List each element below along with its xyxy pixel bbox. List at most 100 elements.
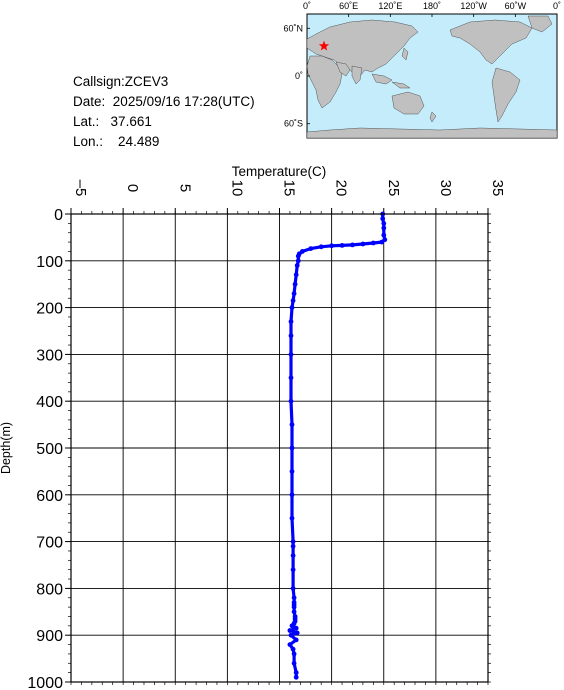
y-tick-label: 300 <box>36 347 63 364</box>
y-tick-label: 0 <box>54 207 63 224</box>
data-point <box>289 515 295 521</box>
y-tick-labels: 0 100 200 300 400 500 600 700 800 900 1000 <box>27 207 63 690</box>
data-point <box>294 630 300 636</box>
x-tick-label: 35 <box>489 180 506 197</box>
map-lat-label: 60˚N <box>283 23 303 33</box>
data-point <box>381 221 387 226</box>
land-australia <box>391 91 425 115</box>
land-nz <box>429 111 437 123</box>
data-point <box>291 609 297 615</box>
data-point <box>290 586 296 591</box>
data-point <box>288 632 294 638</box>
x-tick-label: 10 <box>228 180 245 197</box>
callsign-label: Callsign: <box>73 74 125 89</box>
data-point <box>294 263 300 268</box>
data-point <box>293 670 299 675</box>
data-point <box>291 602 297 608</box>
data-point <box>289 305 295 310</box>
y-tick-label: 400 <box>36 394 63 411</box>
map-lon-label: 120˚W <box>460 1 487 11</box>
date-value: 2025/09/16 17:28(UTC) <box>112 94 255 109</box>
date-label: Date: <box>73 94 106 109</box>
lon-value: 24.489 <box>118 134 160 149</box>
data-point <box>291 651 297 657</box>
land-arabia-india <box>335 61 363 85</box>
land-south-america <box>491 67 521 123</box>
map-land <box>306 15 558 139</box>
y-tick-label: 500 <box>36 441 63 458</box>
map-lat-label: 0˚ <box>295 71 303 81</box>
x-tick-label: 20 <box>333 180 350 197</box>
map-lat-label: 60˚S <box>284 119 303 129</box>
data-point <box>289 445 295 451</box>
land-antarctica <box>306 127 558 139</box>
x-tick-label: –5 <box>72 180 89 197</box>
x-axis-label: Temperature(C) <box>232 164 327 179</box>
y-tick-label: 200 <box>36 301 63 318</box>
data-point <box>288 352 294 357</box>
land-indonesia <box>371 73 411 89</box>
land-africa <box>306 55 343 109</box>
x-tick-label: 0 <box>124 184 141 192</box>
data-point <box>287 642 293 647</box>
series-line <box>288 212 387 679</box>
y-tick-label: 800 <box>36 581 63 598</box>
chart-grid <box>70 213 489 683</box>
info-callsign: Callsign:ZCEV3 <box>73 73 168 91</box>
map-lon-label: 60˚E <box>339 1 358 11</box>
info-lat: Lat.: 37.661 <box>73 113 152 131</box>
data-point <box>329 243 334 249</box>
data-point <box>381 225 387 231</box>
location-marker <box>318 40 330 51</box>
data-point <box>292 618 298 624</box>
data-point <box>292 616 298 622</box>
data-point <box>360 241 366 247</box>
map-lon-label: 0˚ <box>553 1 561 11</box>
y-tick-label: 1000 <box>27 675 63 690</box>
data-point <box>382 237 388 243</box>
data-point <box>295 258 301 264</box>
y-tick-label: 700 <box>36 535 63 552</box>
data-point <box>288 319 294 324</box>
star-icon <box>318 40 330 51</box>
data-point <box>288 375 294 381</box>
data-point <box>350 242 355 248</box>
data-point <box>295 253 301 259</box>
x-tick-label: 15 <box>281 180 298 197</box>
data-point <box>291 595 297 601</box>
data-point <box>290 553 296 558</box>
lon-label: Lon.: <box>73 134 104 149</box>
x-tick-labels: –5 0 5 10 15 20 25 30 35 <box>72 180 506 197</box>
data-point <box>380 211 386 217</box>
data-point <box>289 422 295 427</box>
data-point <box>288 398 294 404</box>
land-japan <box>401 47 409 61</box>
data-point <box>293 272 299 278</box>
data-point <box>291 600 297 605</box>
data-point <box>293 674 299 680</box>
x-tick-label: 5 <box>176 184 193 192</box>
data-point <box>291 604 297 610</box>
land-greenland <box>527 15 553 33</box>
data-point <box>380 216 386 222</box>
map-lon-label: 0˚ <box>303 1 311 11</box>
data-point <box>291 621 297 626</box>
land-north-america <box>449 19 533 65</box>
callsign-value: ZCEV3 <box>124 74 169 89</box>
data-point <box>287 628 293 633</box>
data-point <box>290 543 296 549</box>
data-point <box>381 232 387 238</box>
map-labels: 0˚ 60˚E 120˚E 180˚ 120˚W 60˚W 0˚ 60˚N 0˚ 60˚S <box>283 1 561 129</box>
x-tick-label: 30 <box>437 180 454 197</box>
map-lon-label: 180˚ <box>423 1 441 11</box>
y-tick-label: 100 <box>36 254 63 271</box>
info-lon: Lon.: 24.489 <box>73 133 159 151</box>
data-point <box>288 333 294 339</box>
data-point <box>379 239 385 245</box>
data-point <box>292 281 298 287</box>
data-point <box>318 244 324 250</box>
y-axis-label: Depth(m) <box>0 422 13 474</box>
data-point <box>292 614 298 619</box>
data-point <box>308 246 314 252</box>
